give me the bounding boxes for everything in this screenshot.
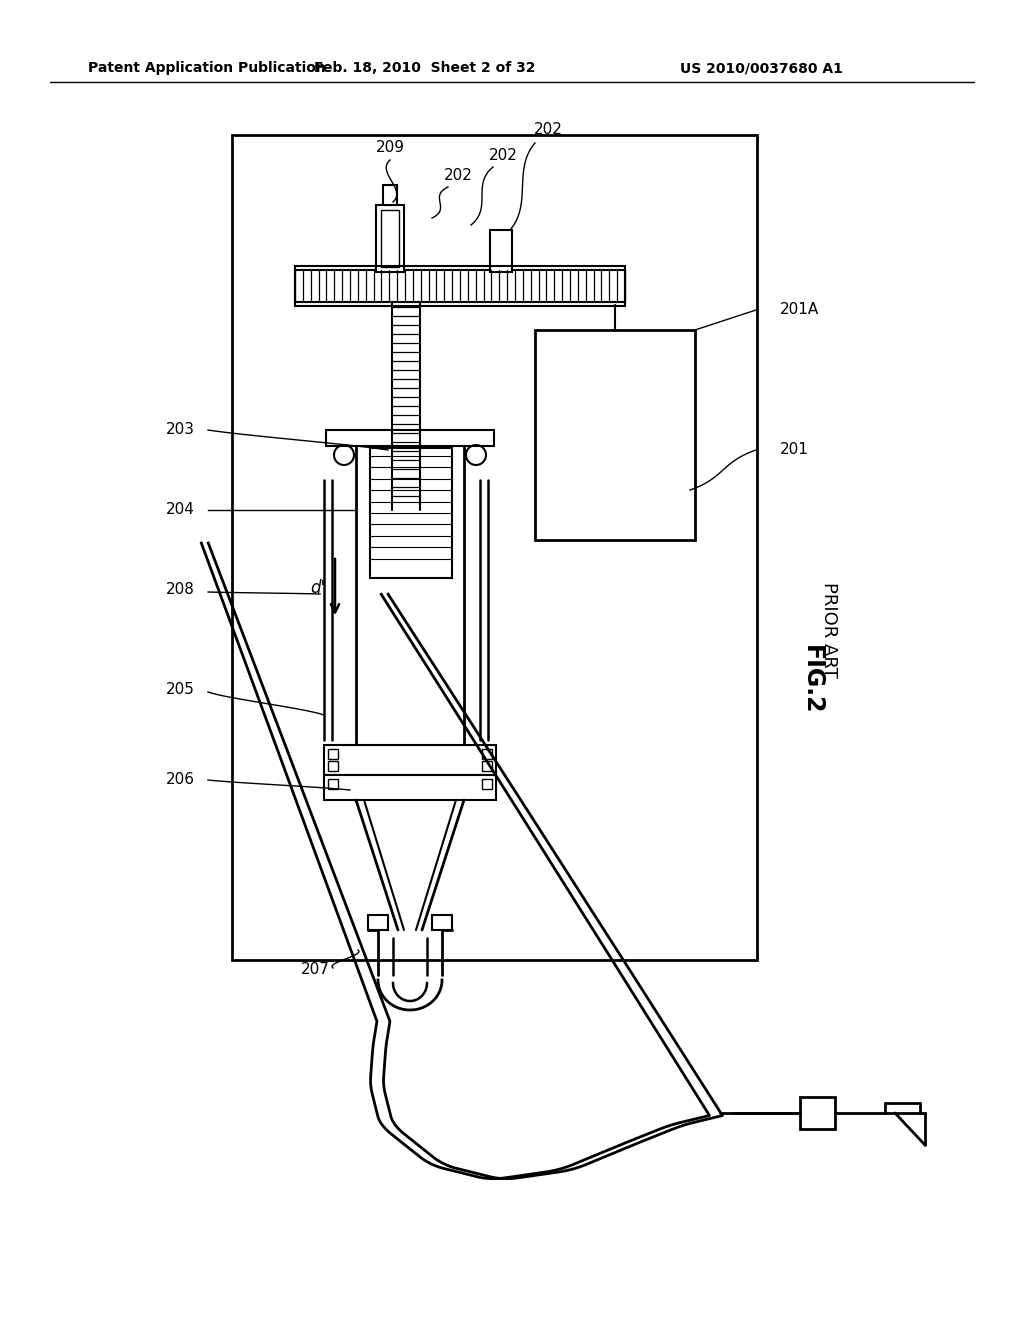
Bar (324, 744, 496, 775)
Text: 201A: 201A (780, 302, 819, 318)
Text: 202: 202 (534, 123, 562, 137)
Bar (328, 762, 338, 771)
Bar (482, 762, 492, 771)
Bar (432, 915, 452, 931)
Text: 201: 201 (780, 442, 809, 458)
Text: Patent Application Publication: Patent Application Publication (88, 61, 326, 75)
Bar (370, 447, 452, 578)
Text: 205: 205 (166, 682, 195, 697)
Bar (376, 205, 404, 272)
Bar (386, 492, 426, 510)
Text: FIG.2: FIG.2 (800, 645, 824, 714)
Bar (232, 135, 757, 960)
Bar (328, 779, 338, 789)
Bar (381, 210, 399, 267)
Text: 207: 207 (301, 962, 330, 978)
Text: US 2010/0037680 A1: US 2010/0037680 A1 (680, 61, 843, 75)
Bar (326, 430, 494, 446)
Text: 209: 209 (376, 140, 404, 156)
Bar (295, 271, 625, 302)
Text: PRIOR ART: PRIOR ART (820, 582, 838, 678)
Text: 202: 202 (443, 168, 472, 182)
Bar (356, 430, 464, 755)
Text: 204: 204 (166, 503, 195, 517)
Text: Feb. 18, 2010  Sheet 2 of 32: Feb. 18, 2010 Sheet 2 of 32 (314, 61, 536, 75)
Bar (383, 185, 397, 205)
Text: 202: 202 (488, 148, 517, 162)
Text: 206: 206 (166, 772, 195, 788)
Bar (535, 330, 695, 540)
Bar (800, 1097, 835, 1129)
Bar (482, 748, 492, 759)
Bar (482, 779, 492, 789)
Bar (328, 748, 338, 759)
Text: 203: 203 (166, 422, 195, 437)
Bar (490, 230, 512, 272)
Bar (368, 915, 388, 931)
Text: 208: 208 (166, 582, 195, 598)
Bar (324, 775, 496, 800)
Text: d': d' (310, 579, 326, 597)
